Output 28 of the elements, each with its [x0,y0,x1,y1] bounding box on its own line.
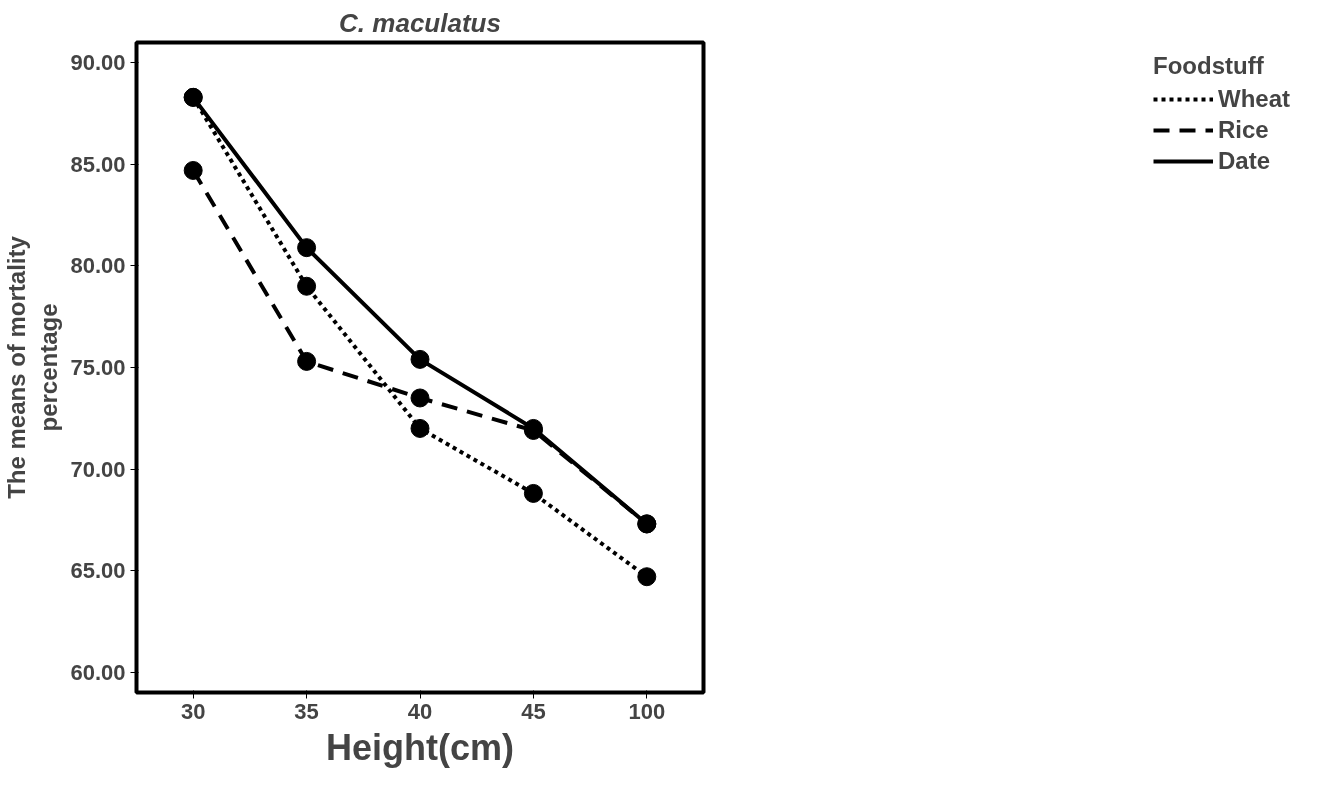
x-tick-label: 40 [407,698,433,724]
x-tick-label: 45 [521,698,546,724]
x-tick-label: 30 [180,698,206,724]
point [297,238,317,258]
legend-label: Date [1218,147,1271,175]
point [410,388,430,408]
point [410,349,430,369]
y-tick-label: 60.00 [70,659,126,685]
legend-label: Rice [1218,116,1269,144]
chart-title: C. maculatus [339,7,501,38]
point [523,483,543,503]
y-tick-label: 75.00 [70,355,126,380]
x-axis-title: Height(cm) [326,726,514,768]
y-tick-label: 85.00 [70,151,126,177]
point [637,567,657,587]
legend-title: Foodstuff [1153,52,1265,80]
y-tick-label: 65.00 [70,558,126,584]
y-tick-label: 80.00 [70,253,126,279]
point [297,351,317,371]
point [297,276,317,296]
legend-label: Wheat [1218,85,1290,113]
y-axis-title: The means of mortality percentage [3,235,63,499]
point [183,160,203,180]
y-tick-label: 70.00 [70,456,126,482]
x-tick-label: 35 [294,698,319,724]
y-tick-label: 90.00 [70,50,126,76]
x-tick-label: 100 [628,698,666,724]
point [410,418,430,438]
